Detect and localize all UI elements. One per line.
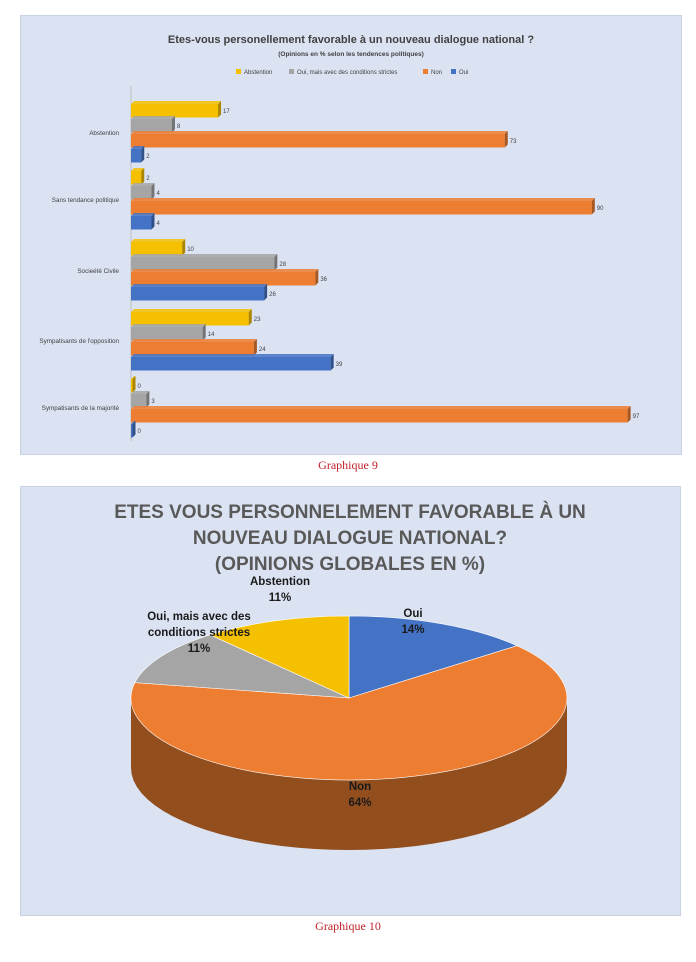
category-label-sympatisants-de-la-majorite: Sympatisants de la majorité [42, 405, 120, 412]
bar-value-sympatisants-de-l-opposition-oui-mais-avec-des-conditions-strictes: 14 [208, 332, 215, 338]
pie-label-conditions-line-1: Oui, mais avec des [147, 611, 251, 623]
bar-value-socieete-civile-oui-mais-avec-des-conditions-strictes: 28 [279, 262, 286, 268]
bar-value-abstention-oui: 2 [146, 154, 150, 160]
bar-sans-tendance-politique-oui [131, 213, 155, 230]
pie-slice-oui [348, 615, 518, 699]
bar-chart-caption: Graphique 9 [318, 458, 378, 472]
bar-sympatisants-de-la-majorite-oui [131, 421, 136, 438]
bar-sympatisants-de-la-majorite-abstention [131, 376, 136, 393]
pie-slice-oui-mais-avec-des-conditions-stricte [134, 634, 350, 699]
legend-swatch-oui [451, 69, 456, 74]
bar-value-abstention-non: 73 [510, 139, 517, 145]
legend-swatch-abstention [236, 69, 241, 74]
bar-socieete-civile-abstention [131, 239, 186, 256]
pie-label-non-line-1: Non [349, 781, 371, 793]
bar-value-sympatisants-de-la-majorite-non: 97 [633, 414, 640, 420]
bar-value-sympatisants-de-l-opposition-oui: 39 [336, 362, 343, 368]
pie-label-non-line-2: 64% [348, 797, 371, 809]
bar-value-sympatisants-de-la-majorite-oui: 0 [138, 429, 142, 435]
pie-chart: ETES VOUS PERSONNELEMENT FAVORABLE À UN N… [114, 501, 586, 850]
bar-value-sans-tendance-politique-oui: 4 [156, 221, 160, 227]
bar-value-socieete-civile-oui: 26 [269, 292, 276, 298]
bar-value-socieete-civile-abstention: 10 [187, 247, 194, 253]
pie-label-conditions-line-3: 11% [188, 643, 210, 655]
bar-chart-title: Etes-vous personellement favorable à un … [168, 34, 534, 46]
pie-side-walls [131, 698, 567, 850]
bar-value-sympatisants-de-la-majorite-oui-mais-avec-des-conditions-strictes: 3 [151, 399, 155, 405]
legend-swatch-non [423, 69, 428, 74]
bar-abstention-oui-mais-avec-des-conditions-strictes [131, 116, 175, 133]
bar-sans-tendance-politique-oui-mais-avec-des-conditions-strictes [131, 183, 155, 200]
pie-slice-abstention [209, 615, 350, 699]
pie-chart-panel: ETES VOUS PERSONNELEMENT FAVORABLE À UN N… [20, 486, 681, 916]
pie-label-oui-line-1: Oui [403, 608, 422, 620]
category-label-sympatisants-de-l-opposition: Sympatisants de l'opposition [39, 338, 119, 345]
legend-label-non: Non [431, 70, 442, 76]
category-label-sans-tendance-politique: Sans tendance politique [52, 197, 120, 204]
legend-swatch-oui-mais-avec-des-conditions-strictes [289, 69, 294, 74]
legend-label-oui: Oui [459, 70, 468, 76]
pie-slice-non [130, 645, 568, 781]
bar-value-abstention-oui-mais-avec-des-conditions-strictes: 8 [177, 124, 181, 130]
bar-sympatisants-de-l-opposition-non [131, 339, 257, 356]
bar-value-socieete-civile-non: 36 [320, 277, 327, 283]
bar-sympatisants-de-l-opposition-oui [131, 354, 334, 371]
bar-value-sans-tendance-politique-non: 90 [597, 206, 604, 212]
pie-label-conditions-line-2: conditions strictes [148, 627, 250, 639]
bar-sympatisants-de-la-majorite-oui-mais-avec-des-conditions-strictes [131, 391, 150, 408]
bar-sympatisants-de-la-majorite-non [131, 406, 631, 423]
bar-abstention-non [131, 131, 508, 148]
pie-chart-caption: Graphique 10 [315, 919, 381, 933]
bar-abstention-abstention [131, 101, 222, 118]
pie-label-abstention-line-2: 11% [269, 592, 291, 604]
bar-sans-tendance-politique-abstention [131, 168, 145, 185]
category-label-abstention: Abstention [89, 130, 119, 137]
bar-chart-panel: Etes-vous personellement favorable à un … [20, 15, 682, 455]
bar-abstention-oui [131, 146, 145, 163]
bar-socieete-civile-oui [131, 284, 268, 301]
bar-socieete-civile-oui-mais-avec-des-conditions-strictes [131, 254, 278, 271]
bar-value-sympatisants-de-la-majorite-abstention: 0 [138, 384, 142, 390]
bar-value-sympatisants-de-l-opposition-non: 24 [259, 347, 266, 353]
bar-socieete-civile-non [131, 269, 319, 286]
bar-value-sans-tendance-politique-oui-mais-avec-des-conditions-strictes: 4 [156, 191, 160, 197]
legend-label-abstention: Abstention [244, 70, 272, 76]
bar-sans-tendance-politique-non [131, 198, 595, 215]
bar-value-sans-tendance-politique-abstention: 2 [146, 176, 150, 182]
pie-label-abstention-line-1: Abstention [250, 576, 310, 588]
pie-chart-title-line-3: (OPINIONS GLOBALES EN %) [215, 554, 485, 575]
pie-chart-title-line-2: NOUVEAU DIALOGUE NATIONAL? [193, 528, 507, 549]
bar-chart-subtitle: (Opinions en % selon les tendences polit… [278, 51, 424, 58]
bar-chart: Etes-vous personellement favorable à un … [39, 34, 640, 441]
pie-label-oui-line-2: 14% [401, 624, 424, 636]
category-label-socieete-civile: Socieété Civile [77, 268, 119, 275]
bar-value-sympatisants-de-l-opposition-abstention: 23 [254, 317, 261, 323]
pie-side-non [131, 698, 567, 850]
bar-sympatisants-de-l-opposition-abstention [131, 309, 252, 326]
bar-sympatisants-de-l-opposition-oui-mais-avec-des-conditions-strictes [131, 324, 206, 341]
legend-label-oui-mais-avec-des-conditions-strictes: Oui, mais avec des conditions strictes [297, 70, 397, 76]
bar-value-abstention-abstention: 17 [223, 109, 230, 115]
pie-chart-title-line-1: ETES VOUS PERSONNELEMENT FAVORABLE À UN [114, 501, 586, 523]
